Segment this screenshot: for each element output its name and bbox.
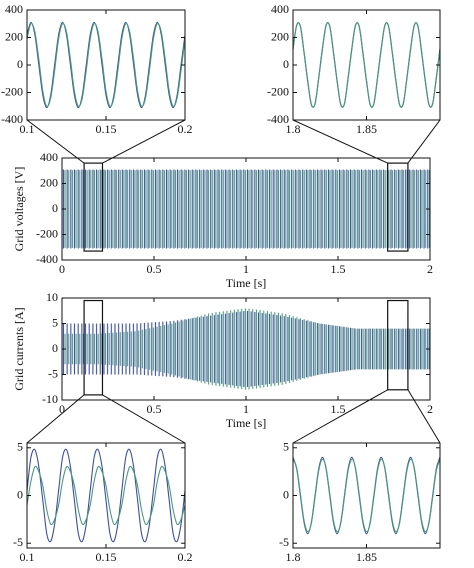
zoom-connector	[407, 389, 441, 444]
y-tick-label: -5	[279, 535, 289, 549]
x-tick-label: 0.1	[20, 550, 35, 564]
x-tick-label: 0	[59, 262, 65, 276]
y-tick-label: 400	[5, 2, 23, 16]
y-tick-label: 0	[283, 57, 289, 71]
y-tick-label: 0	[283, 487, 289, 501]
zoom-connector	[26, 119, 85, 164]
y-tick-label: -200	[267, 84, 289, 98]
signal-line	[293, 458, 440, 533]
x-tick-label: 1.85	[356, 550, 377, 564]
x-axis-label: Time [s]	[226, 276, 267, 290]
x-tick-label: 1.8	[286, 550, 301, 564]
x-tick-label: 1.85	[356, 122, 377, 136]
y-tick-label: -5	[48, 366, 58, 380]
zoom-connector	[26, 394, 85, 444]
x-tick-label: 1	[243, 402, 249, 416]
signal-line	[27, 22, 185, 108]
y-tick-label: 200	[40, 175, 58, 189]
plot-area	[62, 169, 430, 249]
zoom-connector	[292, 389, 388, 444]
x-tick-label: 0.15	[96, 550, 117, 564]
y-tick-label: -200	[36, 226, 58, 240]
x-tick-label: 0.5	[147, 402, 162, 416]
y-tick-label: 5	[283, 440, 289, 454]
y-axis-label: Grid voltages [V]	[12, 167, 26, 252]
zoom-box	[387, 299, 409, 391]
plot-area	[62, 308, 430, 390]
zoom-box	[83, 162, 104, 252]
zoom-connector	[102, 394, 186, 444]
plot-area	[27, 448, 185, 543]
signal-line	[27, 448, 185, 543]
signal-envelope	[62, 308, 430, 390]
signal-line	[27, 465, 185, 526]
y-axis-label: Grid currents [A]	[12, 307, 26, 390]
y-tick-label: 5	[17, 440, 23, 454]
y-tick-label: 10	[46, 290, 58, 304]
x-tick-label: 0.1	[20, 122, 35, 136]
x-tick-label: 0.15	[96, 122, 117, 136]
y-tick-label: 400	[40, 150, 58, 164]
y-tick-label: 5	[52, 315, 58, 329]
plot-area	[27, 21, 185, 109]
zoom-box	[387, 162, 409, 252]
x-tick-label: 1.8	[286, 122, 301, 136]
x-tick-label: 0.5	[147, 262, 162, 276]
signal-line	[293, 22, 440, 108]
x-tick-label: 2	[427, 402, 433, 416]
x-tick-label: 0.2	[178, 550, 193, 564]
y-tick-label: 400	[271, 2, 289, 16]
y-tick-label: 200	[5, 29, 23, 43]
x-tick-label: 0	[59, 402, 65, 416]
y-tick-label: -400	[36, 252, 58, 266]
signal-line	[293, 22, 440, 108]
x-tick-label: 0.2	[178, 122, 193, 136]
axes-frame	[26, 9, 186, 121]
x-tick-label: 1.5	[331, 402, 346, 416]
x-tick-label: 1	[243, 262, 249, 276]
y-tick-label: 200	[271, 29, 289, 43]
zoom-connector	[407, 119, 441, 164]
y-tick-label: -5	[13, 535, 23, 549]
x-axis-label: Time [s]	[226, 416, 267, 430]
zoom-connector	[102, 119, 186, 164]
y-tick-label: -200	[1, 84, 23, 98]
y-tick-label: -400	[267, 112, 289, 126]
zoom-connector	[292, 119, 388, 164]
plot-area	[293, 22, 440, 108]
y-tick-label: 0	[52, 341, 58, 355]
signal-line	[27, 21, 185, 109]
signal-envelope	[62, 170, 430, 248]
y-tick-label: 0	[17, 57, 23, 71]
plot-area	[293, 456, 440, 535]
y-tick-label: -400	[1, 112, 23, 126]
x-tick-label: 2	[427, 262, 433, 276]
y-tick-label: -10	[42, 392, 58, 406]
x-tick-label: 1.5	[331, 262, 346, 276]
y-tick-label: 0	[17, 487, 23, 501]
zoom-box	[83, 299, 104, 396]
y-tick-label: 0	[52, 201, 58, 215]
